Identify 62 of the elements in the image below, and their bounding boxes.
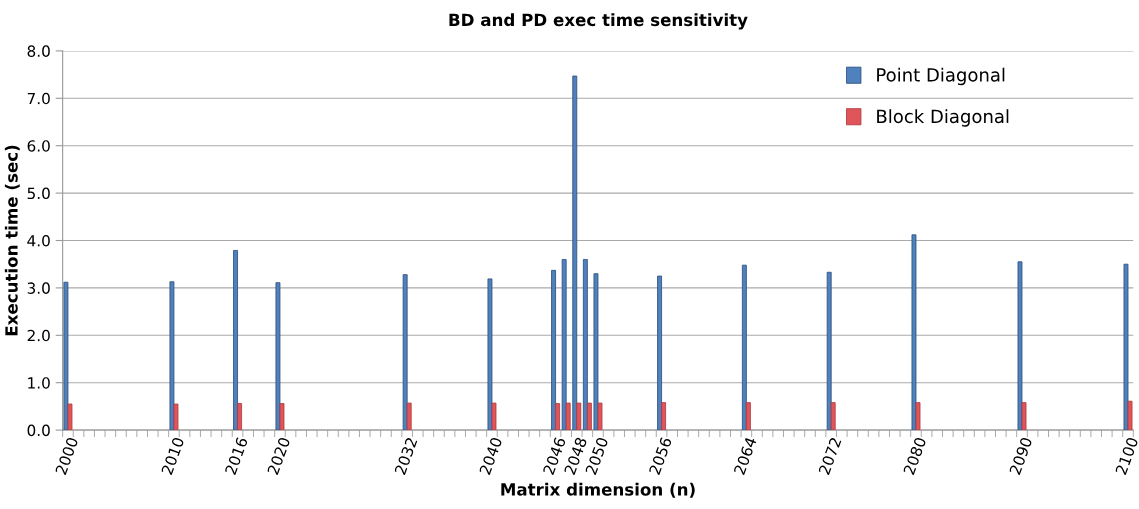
y-tick-label: 5.0	[27, 187, 50, 200]
bar	[593, 273, 599, 431]
chart-title: BD and PD exec time sensitivity	[449, 13, 748, 30]
bar	[561, 259, 567, 431]
x-tick-label: 2032	[394, 437, 418, 476]
bar	[826, 271, 832, 431]
bar	[911, 234, 917, 431]
bar	[551, 269, 556, 431]
x-tick-label: 2050	[585, 436, 609, 476]
x-tick-label: 2072	[818, 437, 842, 476]
bar	[237, 403, 242, 431]
bar	[565, 402, 571, 431]
x-tick-label: 2100	[1115, 436, 1139, 476]
x-tick-label: 2056	[648, 436, 673, 476]
bar	[173, 403, 179, 431]
bar	[741, 264, 747, 431]
bar	[586, 402, 592, 431]
legend-label: Point Diagonal	[877, 67, 1005, 86]
bar	[487, 278, 493, 431]
x-tick-label: 2090	[1009, 436, 1033, 476]
x-tick-label: 2064	[733, 436, 757, 476]
bar	[1017, 261, 1023, 431]
x-tick-label: 2040	[479, 436, 503, 476]
bar	[830, 402, 836, 431]
bar	[657, 275, 662, 431]
bar	[597, 402, 603, 431]
x-tick-label: 2010	[160, 436, 185, 476]
y-tick-label: 4.0	[27, 234, 50, 247]
x-tick-label: 2000	[54, 436, 79, 476]
bar	[402, 274, 408, 431]
bar	[572, 75, 578, 431]
bar	[279, 403, 285, 431]
bar	[582, 259, 588, 431]
bar	[745, 402, 751, 431]
y-axis-title: Execution time (sec)	[4, 145, 20, 336]
bar	[63, 281, 69, 431]
y-tick-label: 7.0	[27, 92, 50, 105]
bar	[406, 402, 412, 431]
y-tick-label: 3.0	[27, 282, 50, 294]
bar	[233, 250, 238, 431]
bar	[1021, 402, 1027, 431]
y-tick-label: 0.0	[27, 424, 50, 437]
bar	[491, 402, 497, 431]
x-tick-label: 2016	[224, 436, 249, 476]
y-tick-label: 8.0	[27, 45, 50, 57]
legend-label: Block Diagonal	[877, 109, 1009, 127]
y-tick-label: 2.0	[27, 329, 50, 342]
bar	[1123, 263, 1129, 431]
bar	[661, 402, 667, 431]
x-axis-title: Matrix dimension (n)	[501, 482, 695, 498]
y-tick-label: 1.0	[28, 377, 50, 389]
bar	[915, 402, 921, 431]
bar	[67, 403, 73, 431]
bar	[275, 282, 281, 431]
bar	[555, 403, 561, 431]
x-tick-label: 2020	[267, 436, 291, 476]
x-tick-label: 2080	[903, 436, 927, 476]
bar	[576, 402, 582, 431]
y-tick-label: 6.0	[27, 140, 50, 152]
x-tick-label: 2048	[563, 436, 588, 476]
bar	[1127, 400, 1133, 431]
bar	[169, 281, 175, 431]
